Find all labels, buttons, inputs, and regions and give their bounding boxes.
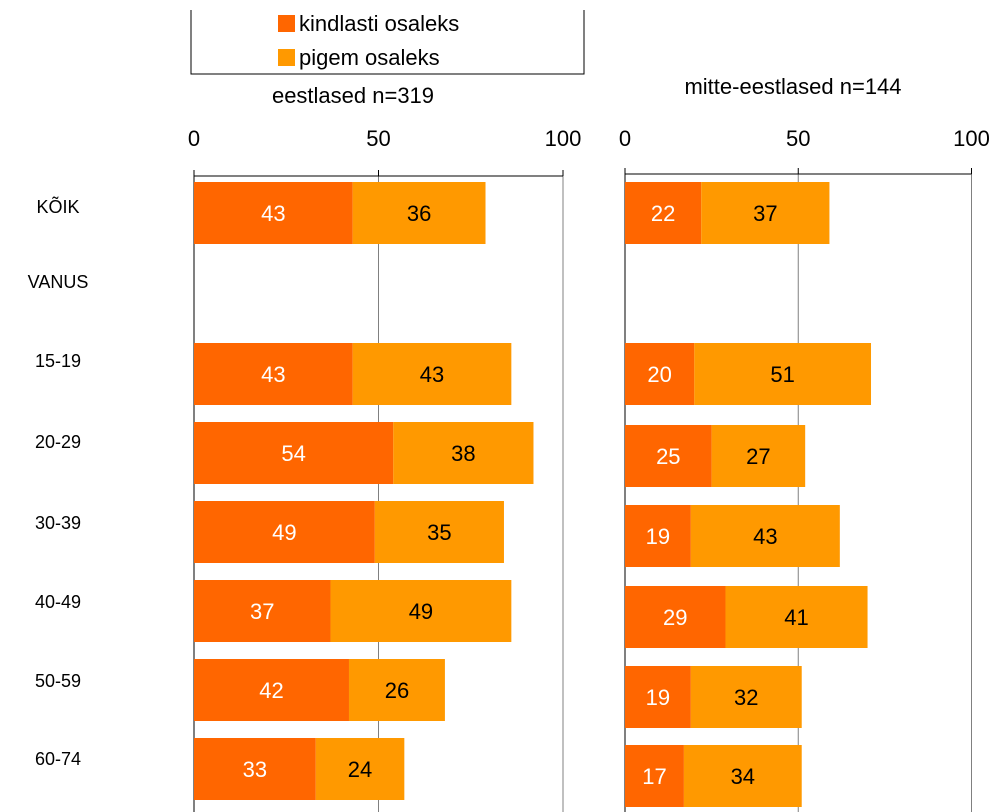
bar-kindlasti <box>625 182 702 244</box>
bar-pigem <box>330 580 512 642</box>
data-label-pigem: 38 <box>451 441 475 466</box>
x-tick-label: 0 <box>619 126 631 151</box>
legend: kindlasti osaleks pigem osaleks <box>190 10 585 75</box>
row-label: 30-39 <box>35 513 81 533</box>
data-label-pigem: 49 <box>409 599 433 624</box>
row-label: 20-29 <box>35 432 81 452</box>
data-label-pigem: 43 <box>753 524 777 549</box>
bar-pigem <box>315 738 405 800</box>
data-label-kindlasti: 17 <box>642 764 666 789</box>
bar-kindlasti <box>194 343 353 405</box>
data-label-kindlasti: 37 <box>250 599 274 624</box>
data-label-kindlasti: 49 <box>272 520 296 545</box>
data-label-kindlasti: 19 <box>646 524 670 549</box>
bar-kindlasti <box>625 343 695 405</box>
data-label-kindlasti: 25 <box>656 444 680 469</box>
bar-pigem <box>348 659 445 721</box>
bar-pigem <box>690 505 840 567</box>
chart-panels: 0 50 100 43 36 43 43 54 38 49 35 37 49 42 26 33 24 0 50 100… <box>188 126 990 812</box>
x-tick-label: 50 <box>786 126 810 151</box>
data-label-kindlasti: 33 <box>243 757 267 782</box>
legend-label-pigem: pigem osaleks <box>299 45 440 70</box>
data-label-pigem: 32 <box>734 685 758 710</box>
legend-swatch-kindlasti <box>278 15 295 32</box>
bar-kindlasti <box>625 586 726 648</box>
data-label-pigem: 34 <box>731 764 755 789</box>
bar-pigem <box>694 343 872 405</box>
x-tick-label: 0 <box>188 126 200 151</box>
bar-pigem <box>352 182 486 244</box>
x-tick-label: 100 <box>953 126 990 151</box>
data-label-pigem: 24 <box>348 757 372 782</box>
bar-pigem <box>393 422 534 484</box>
data-label-pigem: 36 <box>407 201 431 226</box>
bar-pigem <box>374 501 504 563</box>
x-tick-label: 50 <box>366 126 390 151</box>
data-label-pigem: 35 <box>427 520 451 545</box>
data-label-pigem: 51 <box>770 362 794 387</box>
data-label-kindlasti: 29 <box>663 605 687 630</box>
bar-kindlasti <box>194 501 375 563</box>
data-label-pigem: 27 <box>746 444 770 469</box>
legend-frame <box>190 10 585 75</box>
row-label: 50-59 <box>35 671 81 691</box>
bar-kindlasti <box>194 580 331 642</box>
legend-label-kindlasti: kindlasti osaleks <box>299 11 459 36</box>
bar-kindlasti <box>625 505 691 567</box>
chart-panel-0: 0 50 100 43 36 43 43 54 38 49 35 37 49 42 26 33 24 <box>188 126 581 812</box>
data-label-kindlasti: 43 <box>261 201 285 226</box>
bar-kindlasti <box>194 182 353 244</box>
bar-pigem <box>690 666 802 728</box>
bar-kindlasti <box>625 745 684 807</box>
chart-panel-1: 0 50 100 22 37 20 51 25 27 19 43 29 41 19 32 17 34 <box>619 126 990 812</box>
row-label: KÕIK <box>36 196 79 217</box>
bar-pigem <box>352 343 512 405</box>
chart-title-mitte-eestlased: mitte-eestlased n=144 <box>684 74 901 99</box>
bar-kindlasti <box>194 738 316 800</box>
data-label-pigem: 41 <box>784 605 808 630</box>
data-label-kindlasti: 20 <box>647 362 671 387</box>
row-label: 15-19 <box>35 351 81 371</box>
data-label-kindlasti: 22 <box>651 201 675 226</box>
legend-swatch-pigem <box>278 49 295 66</box>
data-label-kindlasti: 43 <box>261 362 285 387</box>
row-labels: KÕIK VANUS 15-19 20-29 30-39 40-49 50-59 60-74 <box>28 196 89 769</box>
bar-kindlasti <box>625 425 712 487</box>
data-label-pigem: 37 <box>753 201 777 226</box>
data-label-kindlasti: 54 <box>281 441 305 466</box>
row-label: 60-74 <box>35 749 81 769</box>
x-tick-label: 100 <box>545 126 582 151</box>
bar-pigem <box>683 745 802 807</box>
bar-pigem <box>711 425 806 487</box>
row-label: 40-49 <box>35 592 81 612</box>
bar-pigem <box>701 182 830 244</box>
data-label-pigem: 26 <box>385 678 409 703</box>
bar-kindlasti <box>194 659 349 721</box>
bar-kindlasti <box>194 422 394 484</box>
bar-kindlasti <box>625 666 691 728</box>
data-label-kindlasti: 19 <box>646 685 670 710</box>
bar-pigem <box>725 586 868 648</box>
chart-title-eestlased: eestlased n=319 <box>272 83 434 108</box>
data-label-pigem: 43 <box>420 362 444 387</box>
data-label-kindlasti: 42 <box>259 678 283 703</box>
row-label: VANUS <box>28 272 89 292</box>
